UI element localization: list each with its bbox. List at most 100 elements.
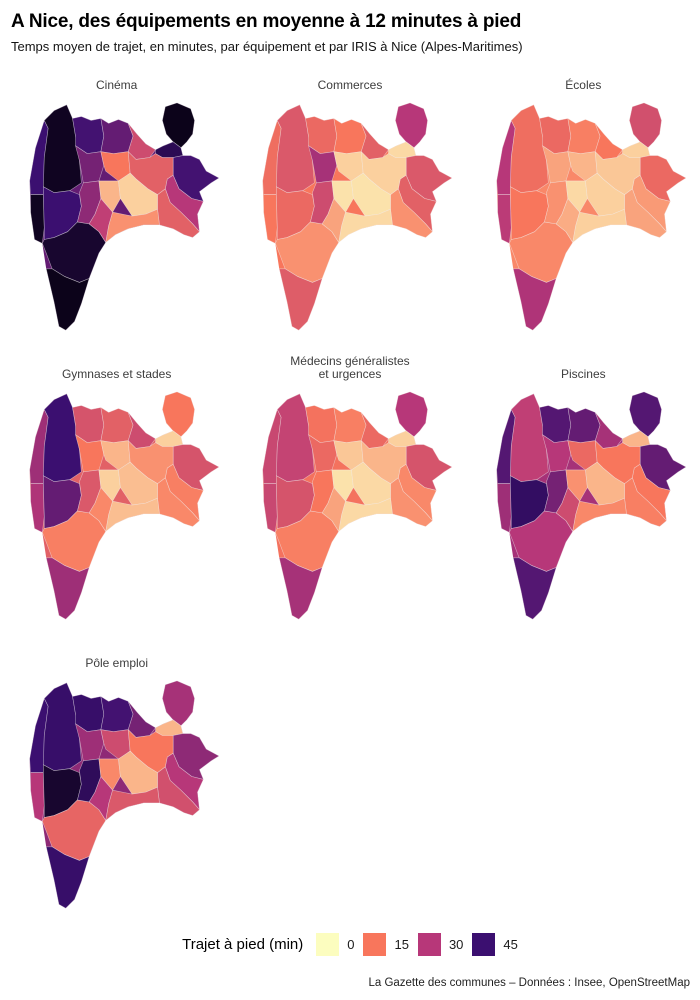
nice-choropleth-pole-emploi xyxy=(29,680,220,909)
facet-medecins: Médecins généralistes et urgences xyxy=(233,346,466,630)
iris-region-c xyxy=(565,469,588,502)
iris-region-cNW xyxy=(75,145,105,184)
iris-region-neLobe xyxy=(162,391,196,438)
iris-region-coC xyxy=(338,208,394,243)
iris-region-wsS xyxy=(263,483,279,533)
legend-label-0: 0 xyxy=(347,937,355,952)
iris-region-coC xyxy=(105,786,160,821)
iris-region-n3 xyxy=(594,123,623,160)
iris-region-n3 xyxy=(361,412,390,449)
iris-region-tailS xyxy=(279,557,323,620)
iris-region-nw xyxy=(509,104,549,193)
iris-region-cE xyxy=(584,461,625,506)
legend-key-30: 30 xyxy=(417,933,463,956)
facet-piscines: Piscines xyxy=(467,346,700,630)
iris-region-coC xyxy=(572,208,627,243)
iris-region-cE xyxy=(118,172,158,217)
iris-region-coC xyxy=(338,497,394,532)
nice-choropleth-cinema xyxy=(29,102,220,331)
iris-region-coC xyxy=(572,497,627,532)
legend-title: Trajet à pied (min) xyxy=(182,936,304,953)
iris-region-neLobe xyxy=(628,102,662,149)
iris-region-c xyxy=(98,469,121,502)
facet-title-pole-emploi: Pôle emploi xyxy=(85,656,149,670)
facet-title-commerces: Commerces xyxy=(317,78,383,92)
iris-region-neLobe xyxy=(395,391,429,438)
iris-region-tailS xyxy=(46,268,90,331)
facet-cinema: Cinéma xyxy=(0,57,233,341)
iris-region-tailS xyxy=(46,846,90,909)
nice-choropleth-piscines xyxy=(496,391,687,620)
iris-region-cNW xyxy=(542,145,571,184)
iris-region-c xyxy=(565,180,588,213)
facet-pole-emploi: Pôle emploi xyxy=(0,635,233,919)
iris-region-wsS xyxy=(263,194,279,244)
facet-title-cinema: Cinéma xyxy=(95,78,138,92)
iris-region-coC xyxy=(105,497,160,532)
facet-title-gymnases: Gymnases et stades xyxy=(61,367,172,381)
legend-key-15: 15 xyxy=(363,933,409,956)
iris-region-cNW xyxy=(75,723,105,762)
iris-region-n3 xyxy=(128,701,156,738)
iris-region-tailN xyxy=(42,799,107,861)
iris-region-c xyxy=(332,469,355,502)
legend-swatch-0 xyxy=(316,933,340,956)
iris-region-cE xyxy=(584,172,625,217)
nice-choropleth-commerces xyxy=(262,102,453,331)
figure-subtitle: Temps moyen de trajet, en minutes, par é… xyxy=(11,39,523,54)
facet-commerces: Commerces xyxy=(233,57,466,341)
facet-ecoles: Écoles xyxy=(467,57,700,341)
iris-region-wsS xyxy=(30,483,45,533)
figure-title: A Nice, des équipements en moyenne à 12 … xyxy=(11,11,522,32)
legend-swatch-30 xyxy=(417,933,441,956)
iris-region-nw xyxy=(276,104,316,193)
color-legend: Trajet à pied (min) 0 15 30 45 xyxy=(0,933,700,956)
iris-region-tailS xyxy=(512,268,557,331)
iris-region-wsS xyxy=(497,483,512,533)
iris-region-n3 xyxy=(594,412,623,449)
nice-choropleth-gymnases xyxy=(29,391,220,620)
iris-region-tailS xyxy=(46,557,90,620)
iris-region-cNW xyxy=(75,434,105,473)
iris-region-neLobe xyxy=(162,102,196,149)
iris-region-nw xyxy=(509,393,549,482)
iris-region-tailS xyxy=(512,557,557,620)
legend-label-15: 15 xyxy=(394,937,409,952)
iris-region-tailN xyxy=(508,221,573,283)
facet-grid: Cinéma Commerces Écoles Gymnases et stad… xyxy=(0,57,700,919)
iris-region-cNW xyxy=(308,434,338,473)
iris-region-coC xyxy=(105,208,160,243)
facet-title-piscines: Piscines xyxy=(560,367,606,381)
iris-region-cE xyxy=(118,461,158,506)
iris-region-tailN xyxy=(275,510,340,572)
iris-region-cE xyxy=(351,461,392,506)
iris-region-cE xyxy=(118,750,158,795)
figure-header: A Nice, des équipements en moyenne à 12 … xyxy=(0,0,700,55)
facet-empty-1 xyxy=(233,635,466,919)
facet-gymnases: Gymnases et stades xyxy=(0,346,233,630)
iris-region-tailN xyxy=(42,221,107,283)
iris-region-c xyxy=(332,180,355,213)
iris-region-c xyxy=(98,758,121,791)
iris-region-wsS xyxy=(497,194,512,244)
iris-region-n3 xyxy=(128,123,156,160)
iris-region-tailN xyxy=(275,221,340,283)
iris-region-nw xyxy=(43,682,82,771)
legend-swatch-15 xyxy=(363,933,387,956)
facet-title-medecins: Médecins généralistes et urgences xyxy=(290,354,410,381)
legend-key-45: 45 xyxy=(472,933,518,956)
legend-key-0: 0 xyxy=(316,933,354,956)
iris-region-tailN xyxy=(42,510,107,572)
nice-choropleth-medecins xyxy=(262,391,453,620)
iris-region-nw xyxy=(43,104,82,193)
iris-region-wsS xyxy=(30,772,45,822)
facet-empty-2 xyxy=(467,635,700,919)
iris-region-n3 xyxy=(128,412,156,449)
iris-region-nw xyxy=(276,393,316,482)
iris-region-neLobe xyxy=(395,102,429,149)
iris-region-c xyxy=(98,180,121,213)
iris-region-nw xyxy=(43,393,82,482)
iris-region-neLobe xyxy=(628,391,662,438)
iris-region-tailS xyxy=(279,268,323,331)
